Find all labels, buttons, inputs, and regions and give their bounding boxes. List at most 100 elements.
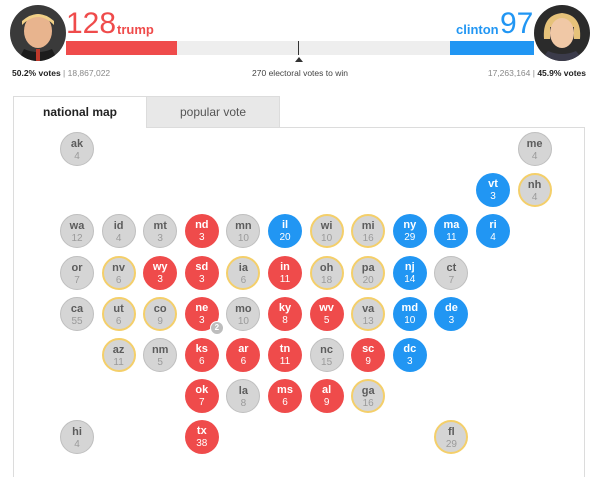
state-tile-al[interactable]: al 9	[309, 379, 344, 414]
state-tile-mo[interactable]: mo 10	[226, 296, 261, 331]
state-abbr: tx	[196, 425, 207, 438]
state-tile-nd[interactable]: nd 3	[184, 214, 219, 249]
state-tile-ma[interactable]: ma 11	[434, 214, 469, 249]
state-electoral-votes: 3	[157, 273, 163, 285]
state-tile-il[interactable]: il 20	[268, 214, 302, 249]
state-tile-ks[interactable]: ks 6	[184, 338, 219, 372]
state-abbr: pa	[361, 261, 375, 274]
clinton-electoral-votes: 97	[500, 7, 534, 40]
state-tile-nc[interactable]: nc 15	[309, 338, 344, 372]
state-tile-ia[interactable]: ia 6	[226, 255, 261, 290]
state-tile-hi[interactable]: hi 4	[60, 420, 94, 455]
state-abbr: ak	[70, 138, 84, 150]
state-tile-pa[interactable]: pa 20	[351, 255, 386, 290]
state-tile-in[interactable]: in 11	[268, 255, 302, 290]
state-tile-ky[interactable]: ky 8	[268, 296, 302, 331]
state-electoral-votes: 3	[407, 356, 413, 367]
state-abbr: ne	[195, 301, 209, 314]
state-electoral-votes: 6	[240, 274, 247, 286]
state-tile-mt[interactable]: mt 3	[143, 214, 178, 249]
trump-vote-count: 18,867,022	[67, 68, 111, 78]
state-tile-vt[interactable]: vt 3	[476, 173, 510, 208]
state-electoral-votes: 11	[446, 232, 457, 244]
state-tile-ak[interactable]: ak 4	[60, 132, 94, 166]
state-abbr: il	[281, 219, 289, 232]
state-electoral-votes: 4	[115, 233, 122, 245]
trump-name: trump	[117, 22, 154, 37]
state-electoral-votes: 3	[199, 232, 205, 244]
state-abbr: ca	[70, 302, 84, 315]
state-abbr: wy	[152, 260, 168, 273]
state-electoral-votes: 10	[237, 233, 249, 245]
state-tile-nh[interactable]: nh 4	[517, 173, 552, 208]
state-abbr: ma	[443, 219, 460, 232]
state-tile-tn[interactable]: tn 11	[268, 338, 302, 372]
clinton-name: clinton	[456, 22, 499, 37]
state-abbr: ga	[361, 385, 375, 398]
state-abbr: id	[113, 220, 124, 233]
state-abbr: de	[444, 301, 458, 314]
split-vote-badge[interactable]: 2	[209, 320, 224, 335]
state-tile-tx[interactable]: tx 38	[184, 420, 219, 455]
state-abbr: nv	[112, 261, 126, 274]
state-tile-wy[interactable]: wy 3	[143, 255, 178, 290]
state-tile-sd[interactable]: sd 3	[184, 255, 219, 290]
state-tile-wa[interactable]: wa 12	[60, 214, 94, 249]
state-tile-co[interactable]: co 9	[143, 296, 178, 331]
state-tile-ar[interactable]: ar 6	[226, 338, 261, 372]
state-abbr: ct	[446, 261, 457, 274]
state-electoral-votes: 4	[531, 151, 538, 162]
state-abbr: ny	[403, 219, 417, 232]
win-threshold-label: 270 electoral votes to win	[252, 68, 348, 78]
state-tile-oh[interactable]: oh 18	[309, 255, 344, 290]
state-abbr: az	[112, 344, 125, 356]
state-tile-or[interactable]: or 7	[60, 255, 94, 290]
electoral-progress-bar	[66, 41, 534, 55]
state-electoral-votes: 9	[365, 356, 371, 367]
state-tile-nm[interactable]: nm 5	[143, 338, 178, 372]
state-electoral-votes: 11	[113, 357, 124, 368]
state-tile-dc[interactable]: dc 3	[392, 338, 427, 372]
state-tile-ny[interactable]: ny 29	[392, 214, 427, 249]
state-electoral-votes: 20	[279, 232, 291, 244]
state-tile-mn[interactable]: mn 10	[226, 214, 261, 249]
state-abbr: sd	[195, 260, 209, 273]
clinton-vote-count: 17,263,164	[487, 68, 531, 78]
state-tile-nv[interactable]: nv 6	[101, 255, 136, 290]
state-tile-ms[interactable]: ms 6	[268, 379, 302, 414]
state-abbr: ri	[489, 219, 497, 232]
state-tile-ri[interactable]: ri 4	[476, 214, 510, 249]
state-tile-de[interactable]: de 3	[434, 296, 469, 331]
state-tile-me[interactable]: me 4	[517, 132, 552, 166]
state-abbr: mi	[361, 220, 375, 233]
state-abbr: wa	[69, 220, 85, 233]
state-tile-mi[interactable]: mi 16	[351, 214, 386, 249]
state-tile-ct[interactable]: ct 7	[434, 255, 469, 290]
state-electoral-votes: 3	[490, 191, 496, 203]
state-tile-id[interactable]: id 4	[101, 214, 136, 249]
state-abbr: wv	[319, 301, 334, 314]
win-threshold-arrow-icon	[295, 57, 303, 62]
state-tile-sc[interactable]: sc 9	[351, 338, 386, 372]
state-tile-wv[interactable]: wv 5	[309, 296, 344, 331]
state-electoral-votes: 3	[448, 314, 455, 326]
state-abbr: nd	[195, 219, 209, 232]
state-tile-ok[interactable]: ok 7	[184, 379, 219, 414]
state-tile-va[interactable]: va 13	[351, 296, 386, 331]
state-tile-ca[interactable]: ca 55	[60, 296, 94, 331]
separator: |	[530, 68, 538, 78]
state-tile-ut[interactable]: ut 6	[101, 296, 136, 331]
state-electoral-votes: 8	[240, 398, 247, 410]
state-tile-md[interactable]: md 10	[392, 296, 427, 331]
state-tile-fl[interactable]: fl 29	[434, 420, 469, 455]
state-tile-wi[interactable]: wi 10	[309, 214, 344, 249]
state-tile-la[interactable]: la 8	[226, 379, 261, 414]
state-electoral-votes: 10	[237, 315, 249, 327]
state-tile-nj[interactable]: nj 14	[392, 255, 427, 290]
tab-popular-vote[interactable]: popular vote	[147, 96, 280, 127]
trump-vote-pct: 50.2% votes	[12, 68, 61, 78]
tab-national-map[interactable]: national map	[13, 96, 147, 128]
state-tile-ga[interactable]: ga 16	[351, 379, 386, 414]
state-tile-az[interactable]: az 11	[101, 338, 136, 372]
